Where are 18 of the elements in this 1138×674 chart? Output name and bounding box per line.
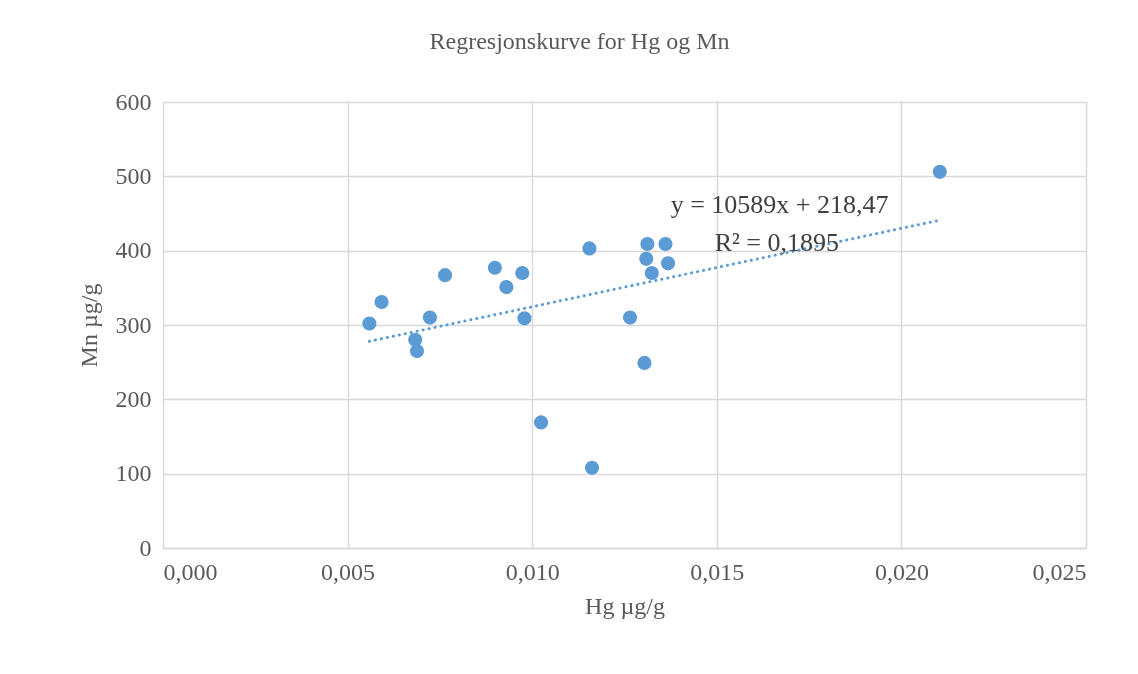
y-tick-label: 100 (115, 460, 152, 487)
chart-title: Regresjonskurve for Hg og Mn (429, 28, 730, 54)
x-tick-label: 0,000 (163, 558, 218, 585)
y-tick-label: 300 (115, 311, 152, 338)
annotation: y = 10589x + 218,47 (670, 190, 889, 220)
x-tick-label: 0,025 (1032, 558, 1087, 585)
y-tick-label: 500 (115, 162, 152, 189)
y-tick-label: 0 (139, 534, 152, 561)
x-tick-label: 0,010 (505, 558, 560, 585)
annotation: R² = 0,1895 (714, 228, 839, 258)
y-axis-title: Mn µg/g (75, 283, 102, 368)
y-tick-label: 600 (115, 88, 152, 115)
x-tick-label: 0,015 (690, 558, 745, 585)
y-tick-label: 400 (115, 237, 152, 264)
x-tick-label: 0,005 (321, 558, 376, 585)
y-tick-label: 200 (115, 385, 152, 412)
x-axis-title: Hg µg/g (585, 592, 665, 619)
x-tick-label: 0,020 (874, 558, 929, 585)
